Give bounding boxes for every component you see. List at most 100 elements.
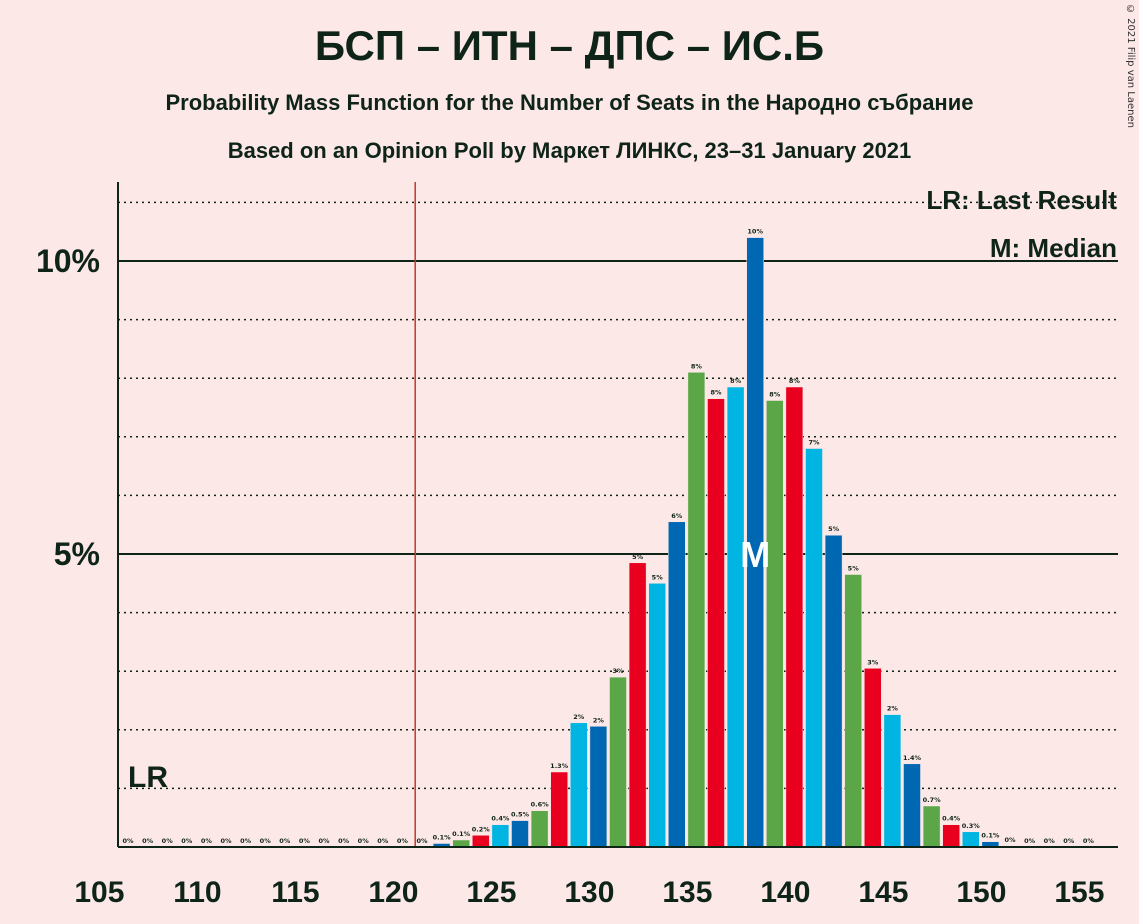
bar-label-seat-130: 2% (593, 716, 605, 724)
bar-label-seat-147: 0.7% (923, 796, 942, 804)
bar-label-seat-124: 0.2% (472, 825, 491, 833)
x-tick-label: 115 (271, 876, 319, 909)
bar-label-seat-112: 0% (240, 837, 252, 845)
bar-label-seat-150: 0.1% (981, 832, 1000, 840)
bar-label-seat-129: 2% (573, 713, 585, 721)
bar-label-seat-114: 0% (279, 837, 291, 845)
bar-label-seat-113: 0% (260, 837, 272, 845)
bar-seat-133 (648, 583, 666, 848)
bar-label-seat-138: 10% (747, 228, 763, 236)
bar-seat-145 (883, 714, 902, 848)
bar-label-seat-136: 8% (710, 389, 722, 397)
bar-seat-142 (824, 534, 843, 848)
bar-label-seat-141: 7% (808, 439, 820, 447)
bar-seat-128 (550, 771, 568, 848)
bar-label-seat-118: 0% (358, 837, 370, 845)
bar-seat-131 (609, 676, 627, 848)
legend-last-result: LR: Last Result (926, 185, 1117, 215)
bar-seat-125 (491, 824, 510, 848)
bar-label-seat-116: 0% (318, 837, 330, 845)
bar-label-seat-131: 3% (612, 667, 624, 675)
x-tick-label: 130 (564, 876, 614, 909)
legend-median: M: Median (990, 233, 1117, 263)
x-tick-label: 145 (858, 876, 908, 909)
bar-label-seat-126: 0.5% (511, 811, 530, 819)
bar-label-seat-145: 2% (887, 705, 899, 713)
bar-label-seat-140: 8% (789, 377, 801, 385)
y-tick-label: 5% (54, 536, 100, 572)
bar-seat-139 (766, 400, 784, 848)
bar-label-seat-139: 8% (769, 391, 781, 399)
bar-label-seat-115: 0% (299, 837, 311, 845)
bar-label-seat-107: 0% (142, 837, 154, 845)
bar-label-seat-108: 0% (162, 837, 174, 845)
bar-label-seat-125: 0.4% (491, 815, 510, 823)
bar-seat-141 (805, 448, 823, 848)
axes (117, 182, 1118, 848)
bar-seat-132 (628, 562, 647, 848)
bar-label-seat-117: 0% (338, 837, 350, 845)
x-tick-label: 135 (662, 876, 712, 909)
chart-subtitle: Probability Mass Function for the Number… (165, 90, 974, 115)
bar-label-seat-154: 0% (1063, 837, 1075, 845)
bar-label-seat-120: 0% (397, 837, 409, 845)
bar-label-seat-155: 0% (1083, 837, 1095, 845)
x-tick-label: 120 (368, 876, 418, 909)
bar-seat-137 (726, 386, 745, 848)
bar-seat-136 (707, 398, 725, 848)
bar-seat-123 (452, 839, 470, 848)
bar-label-seat-111: 0% (220, 837, 232, 845)
chart-title: БСП – ИТН – ДПС – ИС.Б (314, 22, 825, 69)
bar-seat-149 (962, 831, 980, 848)
x-tick-label: 105 (74, 876, 124, 909)
bar-seat-146 (903, 763, 921, 848)
bar-label-seat-151: 0% (1004, 836, 1016, 844)
bar-seat-140 (785, 386, 804, 848)
bar-label-seat-146: 1.4% (903, 754, 922, 762)
bar-seat-148 (942, 824, 960, 848)
bar-label-seat-133: 5% (652, 573, 664, 581)
median-marker: M (740, 534, 770, 575)
bar-label-seat-122: 0.1% (433, 834, 452, 842)
bar-label-seat-153: 0% (1044, 837, 1056, 845)
bar-label-seat-134: 6% (671, 512, 683, 520)
x-tick-label: 150 (956, 876, 1006, 909)
y-tick-label: 10% (36, 243, 100, 279)
bar-label-seat-128: 1.3% (550, 762, 569, 770)
bar-label-seat-127: 0.6% (531, 801, 550, 809)
bar-seat-126 (511, 820, 529, 848)
bar-label-seat-152: 0% (1024, 837, 1036, 845)
bar-label-seat-142: 5% (828, 525, 840, 533)
bar-seat-130 (589, 726, 608, 848)
bar-label-seat-137: 8% (730, 377, 742, 385)
bars (432, 237, 1019, 848)
bar-seat-129 (570, 722, 588, 848)
bar-label-seat-144: 3% (867, 658, 879, 666)
x-tick-label: 125 (466, 876, 516, 909)
x-tick-label: 155 (1054, 876, 1104, 909)
bar-label-seat-121: 0% (416, 837, 428, 845)
bar-label-seat-148: 0.4% (942, 815, 961, 823)
bar-label-seat-132: 5% (632, 553, 644, 561)
bar-seat-127 (530, 810, 549, 848)
copyright-notice: © 2021 Filip van Laenen (1125, 4, 1136, 128)
chart-source: Based on an Opinion Poll by Маркет ЛИНКС… (227, 138, 912, 163)
last-result-marker: LR (128, 761, 168, 794)
bar-seat-143 (844, 574, 862, 848)
bar-label-seat-135: 8% (691, 362, 703, 370)
tick-labels: 105 110 115 120 125 130 135 140 145 150 155 5% 10% (36, 243, 1104, 909)
bar-label-seat-143: 5% (848, 565, 860, 573)
bar-labels: 0% 0% 0% 0% 0% 0% 0% 0% 0% 0% 0% 0% 0% 0% 0% 0% 0.1% 0.1%… (122, 228, 1094, 845)
bar-seat-144 (864, 668, 882, 848)
bar-seat-134 (668, 521, 686, 848)
bar-label-seat-149: 0.3% (962, 822, 981, 830)
bar-seat-147 (922, 805, 941, 848)
bar-label-seat-123: 0.1% (452, 830, 471, 838)
x-tick-label: 110 (173, 876, 221, 909)
bar-label-seat-109: 0% (181, 837, 193, 845)
bar-label-seat-119: 0% (377, 837, 389, 845)
bar-seat-135 (687, 372, 706, 848)
bar-seat-124 (472, 835, 490, 848)
bar-label-seat-110: 0% (201, 837, 213, 845)
